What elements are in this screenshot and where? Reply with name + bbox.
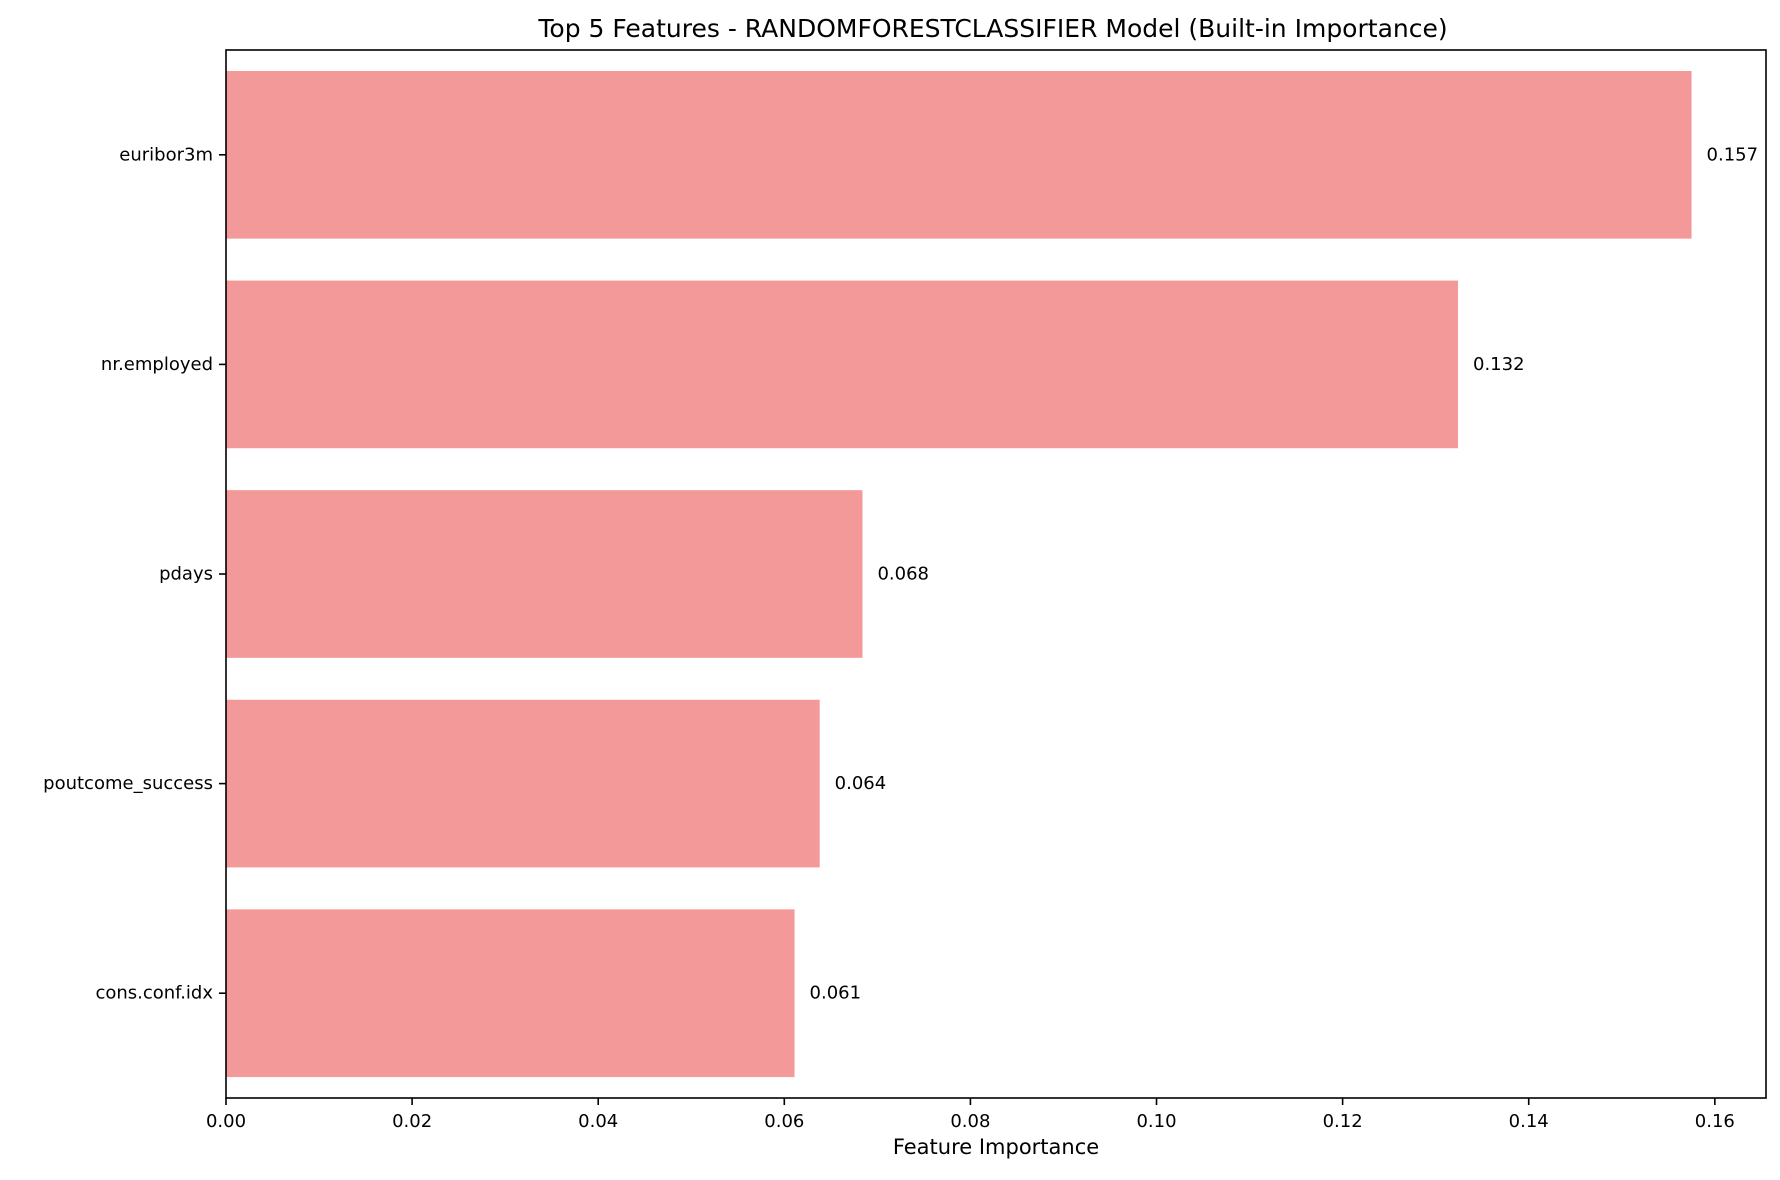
x-tick-label-4: 0.08 xyxy=(950,1111,990,1132)
y-tick-label-2: pdays xyxy=(159,564,213,585)
y-tick-label-0: euribor3m xyxy=(119,144,213,165)
x-tick-label-8: 0.16 xyxy=(1695,1111,1735,1132)
x-axis: 0.00 0.02 0.04 0.06 0.08 0.10 0.12 0.14 0.16 xyxy=(206,1098,1735,1132)
x-tick-label-7: 0.14 xyxy=(1509,1111,1549,1132)
value-label-4: 0.061 xyxy=(810,983,862,1004)
y-tick-label-4: cons.conf.idx xyxy=(95,983,213,1004)
bar-2 xyxy=(226,490,863,658)
y-tick-label-1: nr.employed xyxy=(101,354,213,375)
x-tick-label-0: 0.00 xyxy=(206,1111,246,1132)
x-tick-label-1: 0.02 xyxy=(392,1111,432,1132)
value-label-2: 0.068 xyxy=(877,564,929,585)
chart-title: Top 5 Features - RANDOMFORESTCLASSIFIER … xyxy=(537,14,1447,43)
x-tick-label-6: 0.12 xyxy=(1323,1111,1363,1132)
value-label-3: 0.064 xyxy=(835,773,887,794)
bar-1 xyxy=(226,280,1458,449)
plot-frame xyxy=(225,49,1767,1099)
value-label-1: 0.132 xyxy=(1473,354,1525,375)
value-labels-group: 0.157 0.132 0.068 0.064 0.061 xyxy=(810,144,1759,1003)
x-tick-label-3: 0.06 xyxy=(764,1111,804,1132)
x-axis-label: Feature Importance xyxy=(893,1135,1099,1159)
y-tick-label-3: poutcome_success xyxy=(43,773,213,794)
bar-0 xyxy=(226,70,1692,239)
bar-3 xyxy=(226,699,820,868)
bars-group xyxy=(226,70,1692,1078)
value-label-0: 0.157 xyxy=(1707,144,1759,165)
bar-4 xyxy=(226,909,795,1078)
x-tick-label-5: 0.10 xyxy=(1136,1111,1176,1132)
y-axis: euribor3m nr.employed pdays poutcome_succes… xyxy=(43,144,226,1004)
x-tick-label-2: 0.04 xyxy=(578,1111,618,1132)
